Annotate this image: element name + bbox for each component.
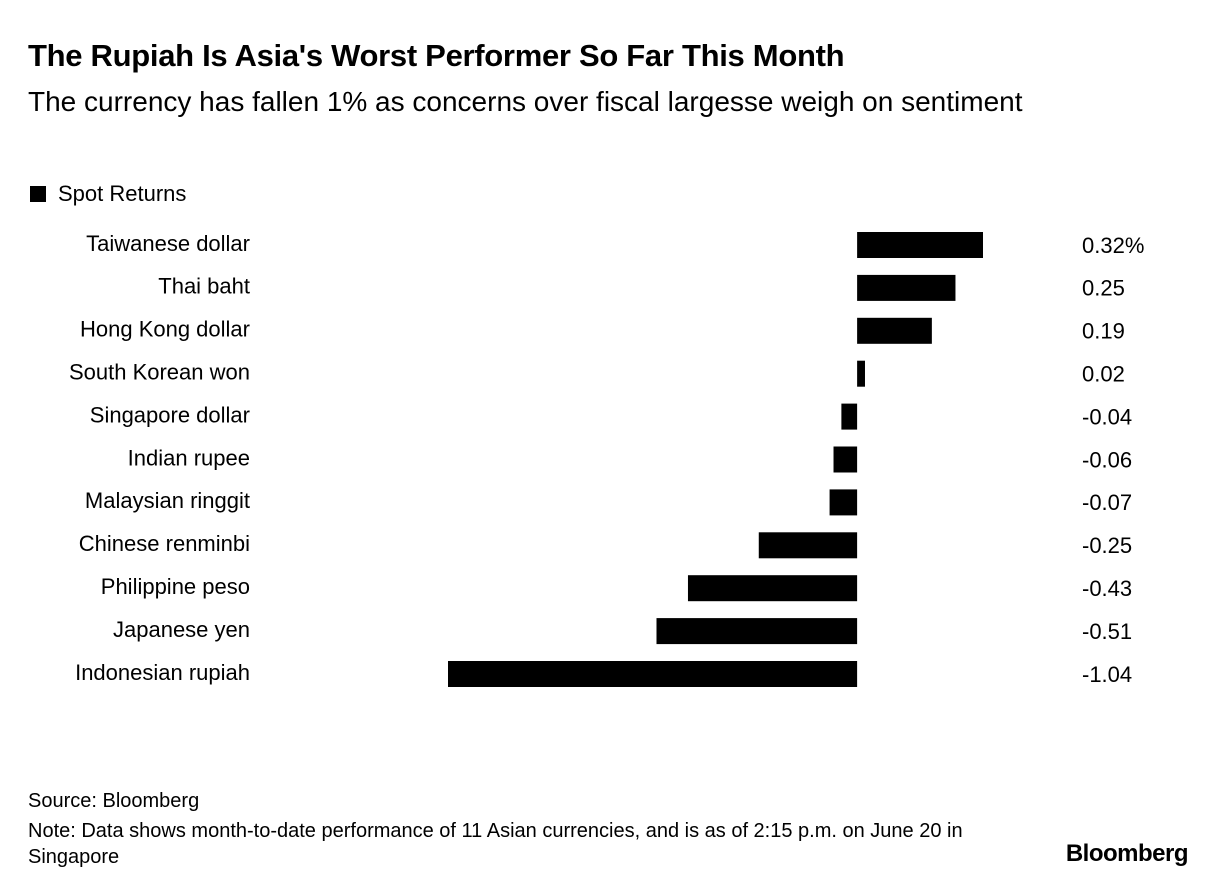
source: Source: Bloomberg <box>28 790 200 812</box>
value-label: -0.51 <box>1082 619 1132 644</box>
value-label: 0.19 <box>1082 319 1125 344</box>
category-label: Japanese yen <box>113 617 250 642</box>
bar <box>833 446 858 473</box>
note: Note: Data shows month-to-date performan… <box>28 820 963 868</box>
value-label: -0.43 <box>1082 576 1132 601</box>
chart: Spot Returns Taiwanese dollar 0.32% Thai b… <box>30 181 1144 687</box>
value-label: -0.06 <box>1082 447 1132 472</box>
chart-subtitle: The currency has fallen 1% as concerns o… <box>28 86 1023 117</box>
category-label: Singapore dollar <box>90 402 250 427</box>
bar <box>841 403 858 430</box>
category-label: Thai baht <box>158 274 250 299</box>
legend-label: Spot Returns <box>58 181 186 206</box>
bar <box>857 232 983 258</box>
bar <box>829 489 858 516</box>
bar <box>687 575 858 602</box>
bar <box>448 661 858 687</box>
bar <box>857 274 956 301</box>
value-label: -0.07 <box>1082 490 1132 515</box>
category-label: Chinese renminbi <box>79 531 250 556</box>
value-label: 0.02 <box>1082 362 1125 387</box>
value-label: -0.25 <box>1082 533 1132 558</box>
category-label: Taiwanese dollar <box>86 231 250 256</box>
category-label: Indonesian rupiah <box>75 660 250 685</box>
bar <box>758 532 858 559</box>
logo: Bloomberg <box>1065 840 1189 867</box>
bar <box>857 317 932 344</box>
legend-swatch <box>30 186 46 202</box>
category-label: South Korean won <box>69 360 250 385</box>
category-label: Hong Kong dollar <box>80 317 250 342</box>
value-label: 0.32% <box>1082 233 1144 258</box>
chart-title: The Rupiah Is Asia's Worst Performer So … <box>28 38 845 73</box>
value-label: 0.25 <box>1082 276 1125 301</box>
category-label: Indian rupee <box>128 445 250 470</box>
value-label: -0.04 <box>1082 404 1132 429</box>
value-label: -1.04 <box>1082 662 1132 687</box>
bar <box>857 360 865 387</box>
category-label: Philippine peso <box>101 574 250 599</box>
category-label: Malaysian ringgit <box>85 488 250 513</box>
bar <box>656 618 858 645</box>
